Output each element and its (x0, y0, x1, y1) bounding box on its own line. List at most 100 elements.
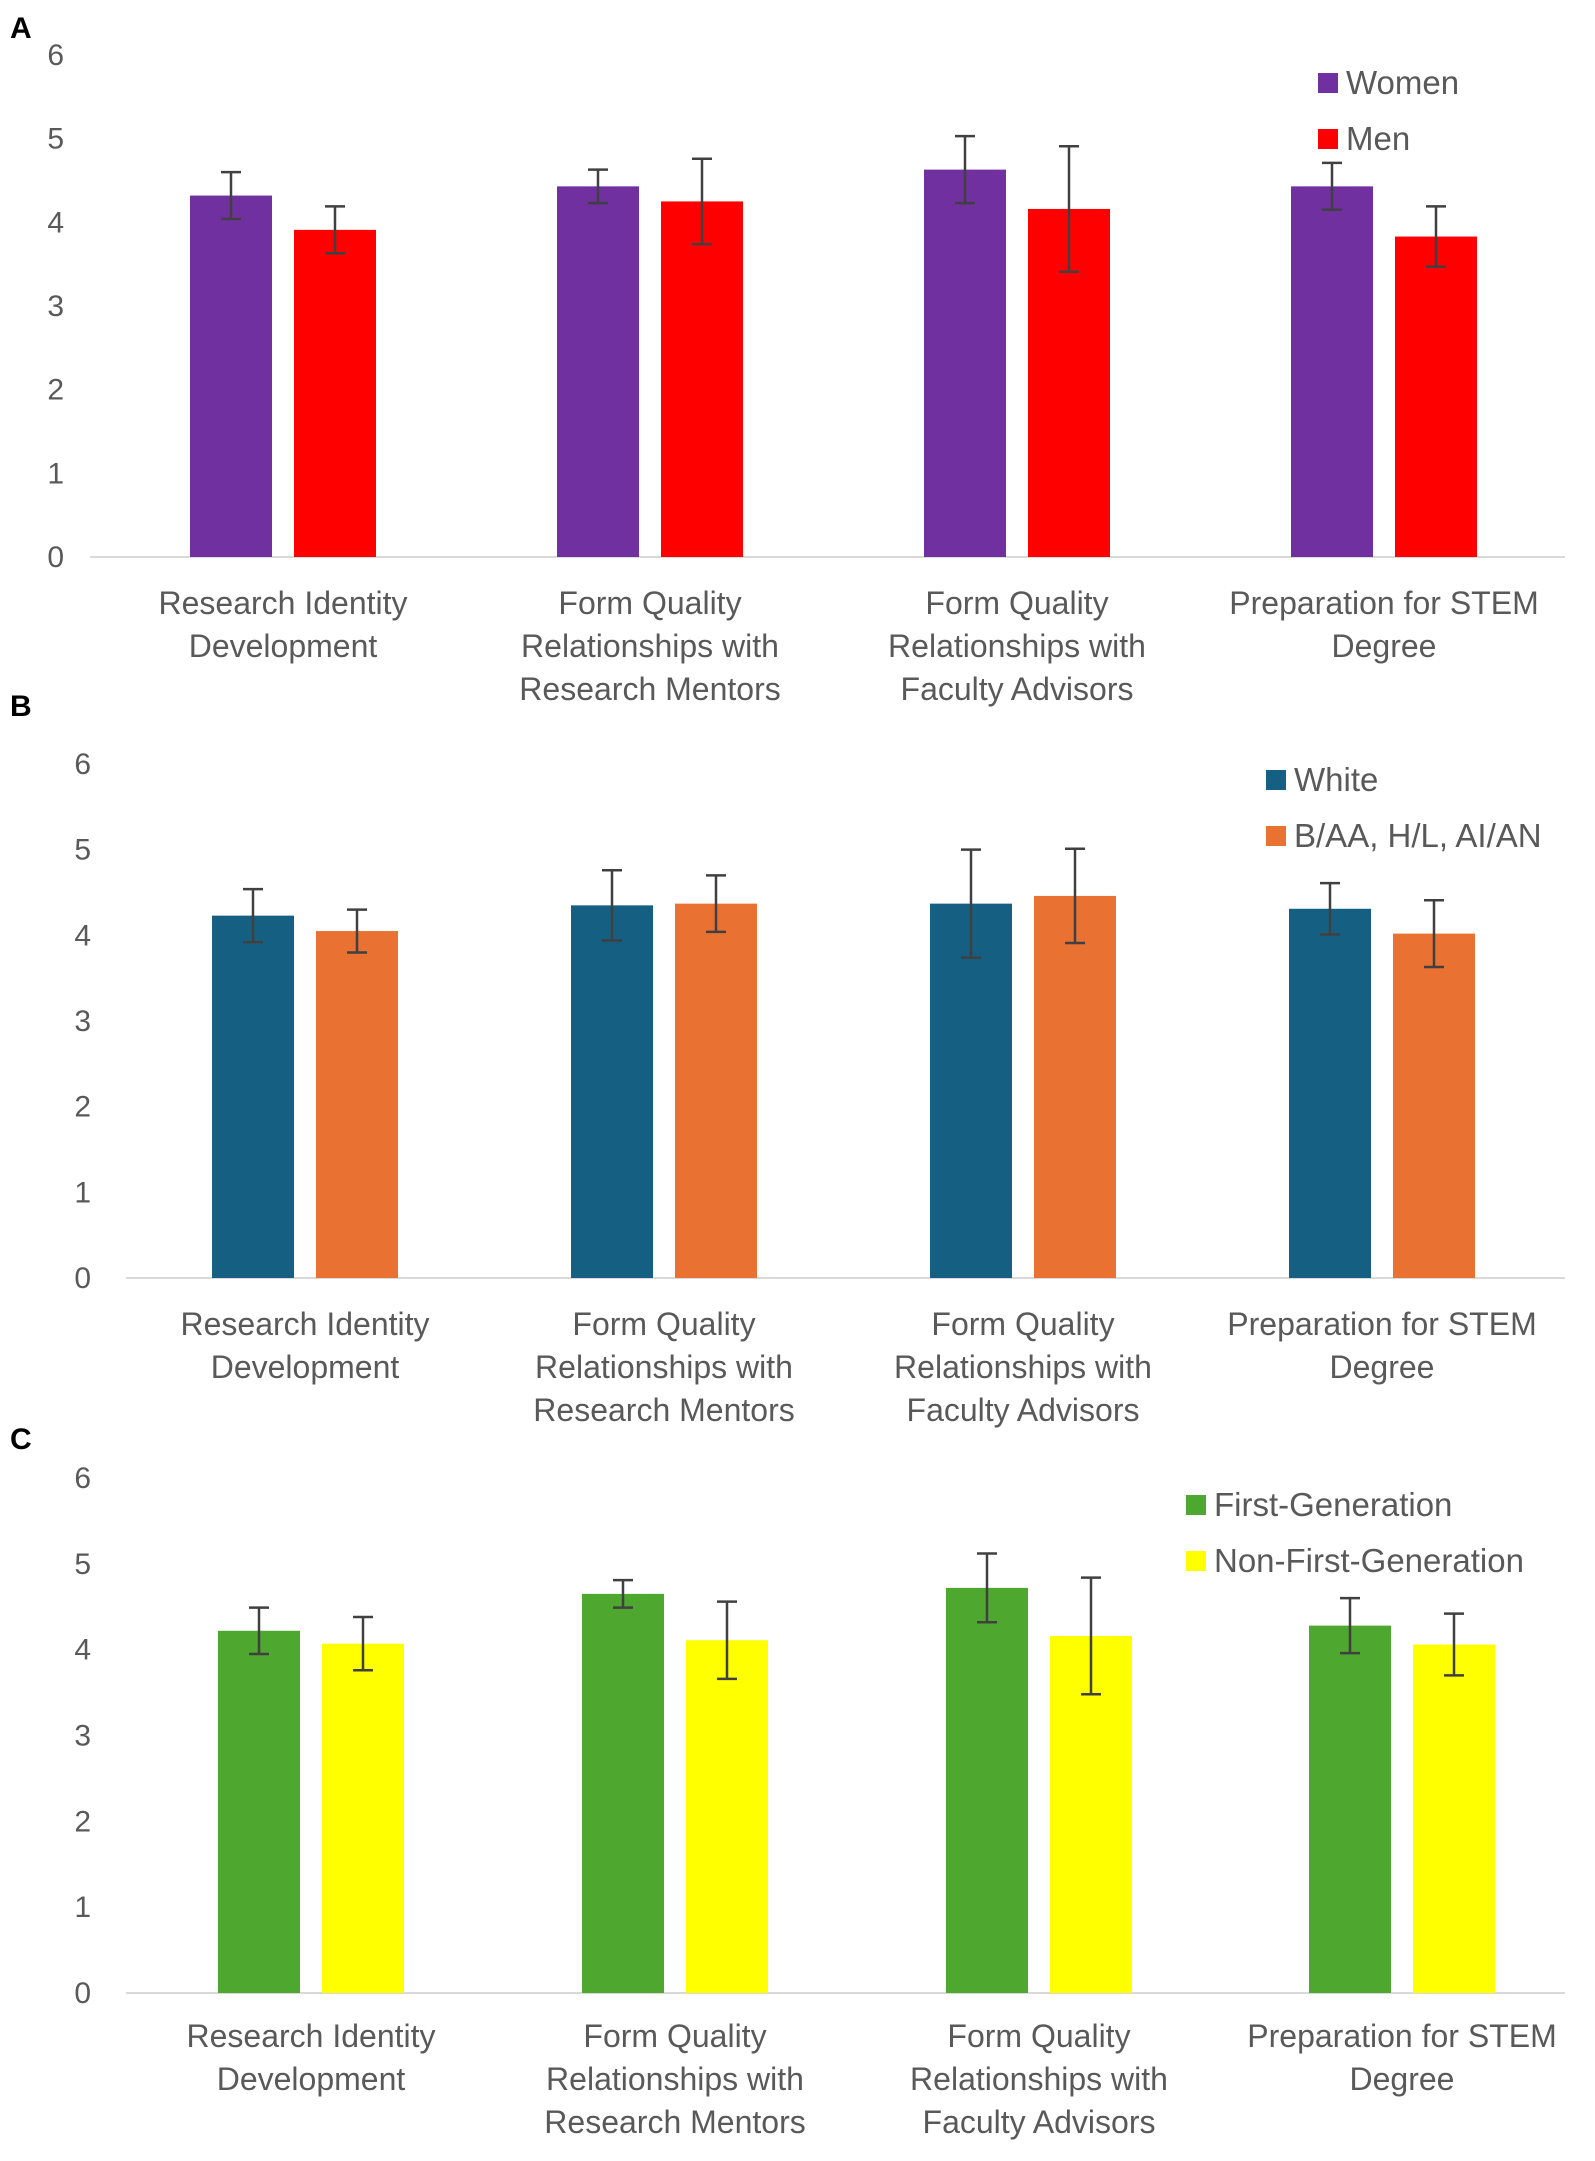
x-category-label-line: Research Identity (180, 1306, 429, 1342)
bar-first-generation (946, 1587, 1028, 1993)
bar-non-first-generation (686, 1640, 768, 1993)
y-tick-label: 5 (74, 1548, 91, 1581)
bar-b-aa-h-l-ai-an (1034, 895, 1116, 1278)
bar-white (1289, 908, 1371, 1278)
y-tick-label: 1 (74, 1891, 91, 1924)
x-category-label-line: Degree (1350, 2061, 1455, 2097)
y-tick-label: 0 (74, 1262, 91, 1295)
legend-label: Non-First-Generation (1214, 1542, 1524, 1579)
x-category-label-line: Relationships with (546, 2061, 804, 2097)
legend-label: White (1294, 761, 1378, 798)
x-category-label-line: Faculty Advisors (923, 2104, 1156, 2140)
y-tick-label: 2 (74, 1805, 91, 1838)
x-category-label: Form Quality Relationships with Faculty Ad… (910, 2018, 1168, 2140)
y-tick-label: 0 (47, 541, 64, 574)
x-category-label-line: Preparation for STEM (1229, 585, 1538, 621)
x-category-label-line: Development (189, 628, 378, 664)
x-category-label-line: Preparation for STEM (1247, 2018, 1556, 2054)
y-tick-label: 4 (74, 1634, 91, 1667)
x-category-label-line: Research Identity (186, 2018, 435, 2054)
legend-swatch (1318, 73, 1338, 93)
x-category-label-line: Development (211, 1349, 400, 1385)
x-category-label: Form Quality Relationships with Research M… (519, 585, 780, 707)
x-category-label-line: Relationships with (888, 628, 1146, 664)
y-tick-label: 3 (74, 1005, 91, 1038)
bar-men (661, 201, 743, 557)
x-category-label: Research Identity Development (186, 2018, 435, 2097)
y-tick-label: 3 (74, 1720, 91, 1753)
y-tick-label: 2 (74, 1091, 91, 1124)
x-category-label-line: Relationships with (535, 1349, 793, 1385)
bar-non-first-generation (322, 1643, 404, 1993)
bar-b-aa-h-l-ai-an (1393, 933, 1475, 1278)
y-tick-label: 5 (74, 834, 91, 867)
bar-women (1291, 186, 1373, 557)
legend-swatch (1266, 826, 1286, 846)
x-category-label-line: Form Quality (572, 1306, 755, 1342)
x-category-label-line: Preparation for STEM (1227, 1306, 1536, 1342)
bar-non-first-generation (1413, 1644, 1495, 1993)
x-category-label: Research Identity Development (158, 585, 407, 664)
x-category-label-line: Degree (1330, 1349, 1435, 1385)
x-category-label: Preparation for STEM Degree (1229, 585, 1538, 664)
x-category-label: Preparation for STEM Degree (1227, 1306, 1536, 1385)
legend-label: First-Generation (1214, 1486, 1452, 1523)
legend-swatch (1186, 1495, 1206, 1515)
x-category-label-line: Research Mentors (544, 2104, 805, 2140)
x-category-label-line: Form Quality (931, 1306, 1114, 1342)
y-tick-label: 6 (74, 748, 91, 781)
legend-label: B/AA, H/L, AI/AN (1294, 817, 1542, 854)
panel-label: C (10, 1423, 32, 1456)
bar-first-generation (218, 1630, 300, 1993)
panel-label: A (10, 12, 32, 45)
x-category-label-line: Degree (1332, 628, 1437, 664)
legend-swatch (1266, 770, 1286, 790)
bar-b-aa-h-l-ai-an (675, 903, 757, 1278)
x-category-label-line: Research Mentors (519, 671, 780, 707)
panel-c: C 0 1 2 3 4 5 6 Research Identity Development Form… (10, 1423, 1565, 2140)
bar-white (930, 903, 1012, 1278)
y-tick-label: 5 (47, 123, 64, 156)
x-category-label-line: Relationships with (910, 2061, 1168, 2097)
y-tick-label: 4 (74, 919, 91, 952)
y-tick-label: 0 (74, 1977, 91, 2010)
panel-a: A 0 1 2 3 4 5 6 Research Identity Development Form… (10, 12, 1565, 707)
x-category-label-line: Development (217, 2061, 406, 2097)
bar-b-aa-h-l-ai-an (316, 931, 398, 1278)
legend-swatch (1318, 129, 1338, 149)
x-category-label-line: Faculty Advisors (907, 1392, 1140, 1428)
x-category-label-line: Form Quality (583, 2018, 766, 2054)
x-category-label-line: Relationships with (521, 628, 779, 664)
x-category-label-line: Research Mentors (533, 1392, 794, 1428)
x-category-label-line: Relationships with (894, 1349, 1152, 1385)
y-tick-label: 6 (47, 39, 64, 72)
bar-men (294, 229, 376, 557)
y-tick-label: 6 (74, 1462, 91, 1495)
panel-label: B (10, 690, 32, 723)
bar-men (1395, 236, 1477, 557)
bar-women (190, 195, 272, 557)
y-tick-label: 4 (47, 206, 64, 239)
x-category-label-line: Form Quality (558, 585, 741, 621)
bar-first-generation (1309, 1625, 1391, 1993)
y-tick-label: 2 (47, 374, 64, 407)
x-category-label: Form Quality Relationships with Research M… (533, 1306, 794, 1428)
bar-white (571, 905, 653, 1278)
y-tick-label: 1 (47, 457, 64, 490)
bar-first-generation (582, 1593, 664, 1993)
bar-women (557, 186, 639, 557)
x-category-label: Form Quality Relationships with Faculty Ad… (894, 1306, 1152, 1428)
y-tick-label: 3 (47, 290, 64, 323)
x-category-label-line: Form Quality (925, 585, 1108, 621)
x-category-label-line: Research Identity (158, 585, 407, 621)
bar-women (924, 169, 1006, 557)
x-category-label: Form Quality Relationships with Research M… (544, 2018, 805, 2140)
x-category-label: Research Identity Development (180, 1306, 429, 1385)
legend-swatch (1186, 1551, 1206, 1571)
bar-white (212, 915, 294, 1278)
legend-label: Women (1346, 64, 1459, 101)
y-tick-label: 1 (74, 1176, 91, 1209)
panel-b: B 0 1 2 3 4 5 6 Research Identity Development Form… (10, 690, 1565, 1428)
x-category-label: Preparation for STEM Degree (1247, 2018, 1556, 2097)
